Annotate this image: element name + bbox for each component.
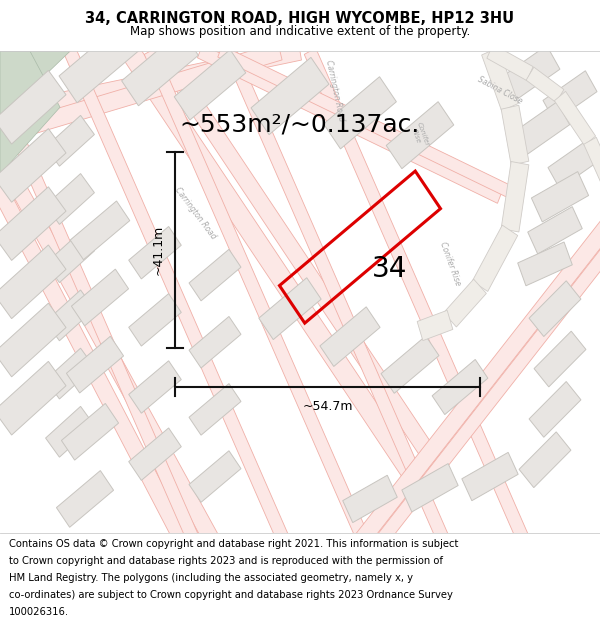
Polygon shape <box>482 48 518 111</box>
Text: 34, CARRINGTON ROAD, HIGH WYCOMBE, HP12 3HU: 34, CARRINGTON ROAD, HIGH WYCOMBE, HP12 … <box>85 11 515 26</box>
Polygon shape <box>528 207 582 254</box>
Polygon shape <box>529 381 581 438</box>
Polygon shape <box>462 452 518 501</box>
Polygon shape <box>46 174 94 224</box>
Polygon shape <box>71 269 128 326</box>
Polygon shape <box>144 48 376 558</box>
Text: co-ordinates) are subject to Crown copyright and database rights 2023 Ordnance S: co-ordinates) are subject to Crown copyr… <box>9 590 453 600</box>
Polygon shape <box>251 58 329 134</box>
Text: 34: 34 <box>373 256 407 284</box>
Text: 100026316.: 100026316. <box>9 608 69 618</box>
Polygon shape <box>344 191 600 561</box>
Polygon shape <box>122 30 199 106</box>
Polygon shape <box>129 428 181 481</box>
Polygon shape <box>519 432 571 488</box>
Polygon shape <box>46 116 94 166</box>
Polygon shape <box>0 51 60 174</box>
Polygon shape <box>0 245 66 319</box>
Polygon shape <box>532 172 589 222</box>
Polygon shape <box>224 48 456 558</box>
Polygon shape <box>0 71 66 144</box>
Polygon shape <box>381 336 439 393</box>
Polygon shape <box>472 225 518 291</box>
Polygon shape <box>365 192 600 559</box>
Polygon shape <box>584 138 600 189</box>
Polygon shape <box>487 44 533 81</box>
Polygon shape <box>129 361 181 413</box>
Polygon shape <box>417 310 453 341</box>
Polygon shape <box>70 201 130 259</box>
Polygon shape <box>323 77 397 149</box>
Polygon shape <box>534 331 586 387</box>
Text: HM Land Registry. The polygons (including the associated geometry, namely x, y: HM Land Registry. The polygons (includin… <box>9 573 413 583</box>
Text: to Crown copyright and database rights 2023 and is reproduced with the permissio: to Crown copyright and database rights 2… <box>9 556 443 566</box>
Polygon shape <box>0 303 66 377</box>
Polygon shape <box>218 46 522 202</box>
Polygon shape <box>46 232 94 282</box>
Polygon shape <box>46 406 94 458</box>
Text: Conifer Rise: Conifer Rise <box>438 241 462 287</box>
Polygon shape <box>46 348 94 399</box>
Polygon shape <box>129 226 181 279</box>
Polygon shape <box>189 249 241 301</box>
Polygon shape <box>0 187 66 261</box>
Polygon shape <box>529 281 581 336</box>
Text: ~54.7m: ~54.7m <box>302 401 353 413</box>
Polygon shape <box>500 46 560 102</box>
Polygon shape <box>122 45 418 478</box>
Polygon shape <box>0 48 206 558</box>
Polygon shape <box>320 307 380 366</box>
Text: ~41.1m: ~41.1m <box>152 225 165 275</box>
Polygon shape <box>189 451 241 503</box>
Polygon shape <box>67 336 124 393</box>
Polygon shape <box>386 102 454 169</box>
Text: ~553m²/~0.137ac.: ~553m²/~0.137ac. <box>180 112 420 137</box>
Polygon shape <box>518 242 572 286</box>
Text: Conifer
Rise: Conifer Rise <box>410 121 430 149</box>
Polygon shape <box>197 44 503 203</box>
Polygon shape <box>0 129 66 202</box>
Polygon shape <box>129 294 181 346</box>
Polygon shape <box>174 49 246 120</box>
Polygon shape <box>501 161 529 232</box>
Polygon shape <box>56 471 113 528</box>
Polygon shape <box>304 48 536 558</box>
Polygon shape <box>189 316 241 368</box>
Polygon shape <box>46 290 94 341</box>
Polygon shape <box>0 114 227 559</box>
Polygon shape <box>64 48 296 558</box>
Polygon shape <box>443 279 487 327</box>
Polygon shape <box>511 102 569 158</box>
Polygon shape <box>548 138 600 188</box>
Polygon shape <box>0 148 197 559</box>
Polygon shape <box>189 384 241 435</box>
Polygon shape <box>0 361 66 435</box>
Polygon shape <box>0 42 282 149</box>
Text: Map shows position and indicative extent of the property.: Map shows position and indicative extent… <box>130 26 470 39</box>
Text: Carrington Road: Carrington Road <box>324 59 346 122</box>
Polygon shape <box>343 475 397 522</box>
Text: Sabina Close: Sabina Close <box>476 75 524 106</box>
Polygon shape <box>61 403 119 460</box>
Polygon shape <box>501 105 529 165</box>
Polygon shape <box>402 464 458 512</box>
Polygon shape <box>59 22 141 102</box>
Polygon shape <box>554 91 596 146</box>
Polygon shape <box>154 46 446 476</box>
Polygon shape <box>259 278 321 339</box>
Polygon shape <box>0 42 301 127</box>
Polygon shape <box>543 71 597 121</box>
Text: Carrington Road: Carrington Road <box>173 186 217 241</box>
Polygon shape <box>0 51 70 118</box>
Text: Contains OS data © Crown copyright and database right 2021. This information is : Contains OS data © Crown copyright and d… <box>9 539 458 549</box>
Polygon shape <box>432 359 488 414</box>
Polygon shape <box>526 67 564 102</box>
